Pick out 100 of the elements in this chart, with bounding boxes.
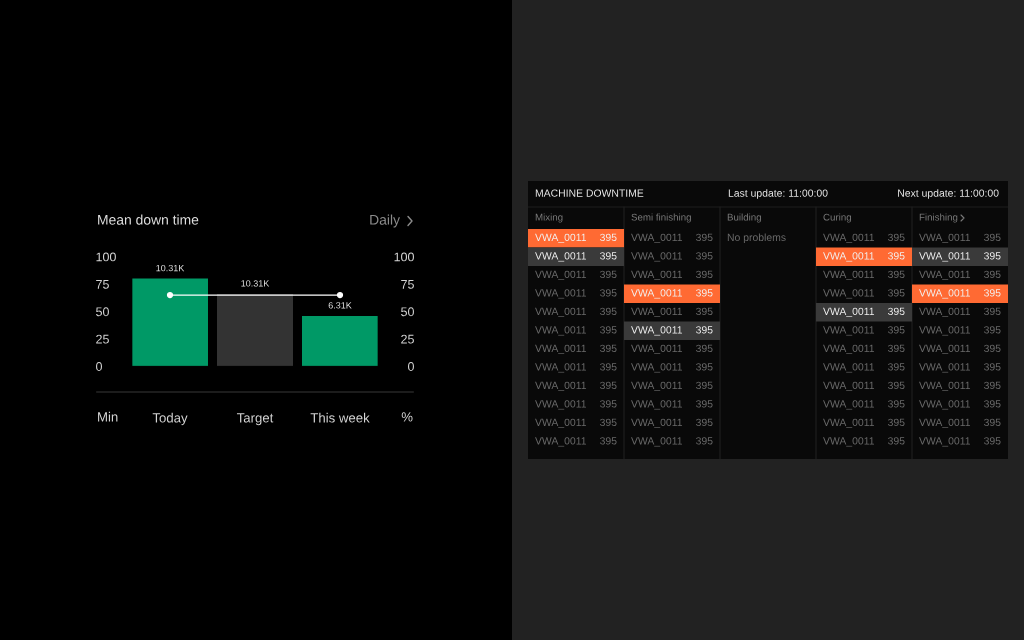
text: VWA_0011 — [631, 326, 683, 336]
text: VWA_0011 — [535, 381, 587, 392]
text: VWA_0011 — [919, 400, 971, 410]
text: Next update: 11:00:00 — [898, 189, 999, 199]
y-tick-label: 100 — [96, 252, 116, 262]
y2-axis-title: % — [401, 412, 413, 422]
text: VWA_0011 — [823, 381, 875, 392]
text: VWA_0011 — [631, 270, 683, 281]
y-axis-title: Min — [98, 411, 118, 422]
text: VWA_0011 — [919, 363, 971, 373]
annotation: 10.31K — [156, 264, 185, 272]
bar — [217, 293, 293, 367]
category-label: Building — [727, 213, 761, 223]
text: VWA_0011 — [919, 289, 971, 299]
text: 395 — [984, 307, 1001, 316]
text: 395 — [600, 233, 617, 242]
text: 395 — [888, 418, 905, 427]
text: VWA_0011 — [919, 233, 971, 244]
text: 395 — [984, 381, 1001, 390]
text: 395 — [696, 233, 713, 242]
text: VWA_0011 — [919, 381, 971, 392]
text: VWA_0011 — [823, 400, 875, 410]
text: VWA_0011 — [535, 437, 587, 447]
category-label: Finishing — [919, 213, 958, 223]
y2-tick-label: 0 — [408, 362, 414, 371]
text: 395 — [696, 326, 713, 334]
text: VWA_0011 — [823, 363, 875, 373]
x-tick-label: Target — [236, 413, 274, 426]
x-tick-label: This week — [310, 412, 370, 423]
text: 395 — [984, 344, 1001, 353]
text: VWA_0011 — [631, 233, 683, 244]
text: VWA_0011 — [919, 326, 971, 336]
text: VWA_0011 — [823, 418, 875, 429]
text: 395 — [984, 270, 1001, 279]
text: 395 — [600, 363, 617, 371]
text: VWA_0011 — [631, 252, 683, 262]
text: 395 — [888, 381, 905, 390]
annotation: 10.31K — [241, 280, 270, 287]
text: VWA_0011 — [535, 418, 587, 429]
text: 395 — [696, 252, 713, 260]
text: 395 — [888, 344, 905, 353]
text: 395 — [600, 344, 617, 353]
text: 395 — [888, 289, 905, 297]
text: 395 — [600, 270, 617, 279]
text: VWA_0011 — [919, 344, 971, 355]
text: 395 — [696, 381, 713, 390]
text: 395 — [600, 381, 617, 390]
text: 395 — [696, 307, 713, 316]
text: VWA_0011 — [535, 233, 587, 244]
text: 395 — [984, 363, 1001, 371]
y-tick-label: 75 — [96, 280, 109, 289]
text: 395 — [600, 307, 617, 316]
text: 395 — [984, 289, 1001, 297]
text: VWA_0011 — [631, 307, 683, 318]
text: 395 — [600, 418, 617, 427]
text: 395 — [984, 233, 1001, 242]
text: 395 — [984, 252, 1001, 260]
text: 395 — [696, 270, 713, 279]
text: VWA_0011 — [823, 289, 875, 299]
category-label: Mixing — [535, 213, 563, 223]
text: 395 — [984, 400, 1001, 408]
text: 395 — [888, 400, 905, 408]
text: 395 — [888, 233, 905, 242]
text: VWA_0011 — [823, 270, 875, 281]
text: 395 — [984, 437, 1001, 445]
text: 395 — [600, 252, 617, 260]
text: VWA_0011 — [823, 344, 875, 355]
text: VWA_0011 — [631, 418, 683, 429]
text: VWA_0011 — [823, 437, 875, 447]
text: VWA_0011 — [919, 418, 971, 429]
text: VWA_0011 — [823, 233, 875, 244]
text: VWA_0011 — [535, 307, 587, 318]
text: VWA_0011 — [535, 289, 587, 299]
text: 395 — [888, 270, 905, 279]
category-label: Curing — [823, 213, 852, 223]
text: VWA_0011 — [535, 326, 587, 336]
text: VWA_0011 — [919, 270, 971, 281]
text: 395 — [696, 289, 713, 297]
text: 395 — [600, 437, 617, 445]
text: VWA_0011 — [823, 326, 875, 336]
y2-tick-label: 50 — [401, 307, 414, 317]
text: VWA_0011 — [631, 437, 683, 447]
text: VWA_0011 — [535, 252, 587, 262]
text: 395 — [600, 326, 617, 334]
text: VWA_0011 — [535, 344, 587, 355]
y2-tick-label: 100 — [394, 252, 414, 262]
text: VWA_0011 — [631, 344, 683, 355]
text: VWA_0011 — [535, 363, 587, 373]
text: VWA_0011 — [535, 270, 587, 281]
text: 395 — [696, 418, 713, 427]
text: VWA_0011 — [631, 400, 683, 410]
text: 395 — [888, 252, 905, 260]
text: 395 — [696, 363, 713, 371]
text: VWA_0011 — [631, 363, 683, 373]
text: VWA_0011 — [631, 289, 683, 299]
category-label: Semi finishing — [631, 213, 691, 223]
text: 395 — [696, 400, 713, 408]
y2-tick-label: 75 — [401, 280, 414, 289]
text: VWA_0011 — [535, 400, 587, 410]
text: Last update: 11:00:00 — [728, 189, 828, 199]
